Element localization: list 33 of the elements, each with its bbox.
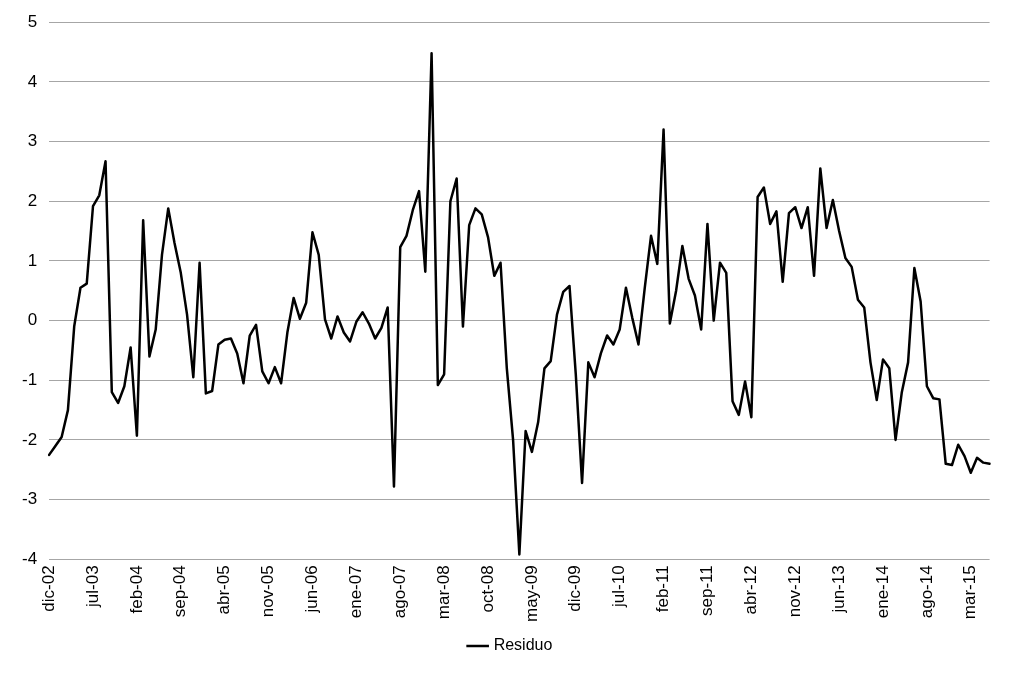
- y-tick-label: 3: [27, 131, 38, 151]
- y-tick-label: -3: [21, 489, 38, 509]
- x-tick-label: sep-04: [170, 565, 190, 618]
- x-tick-label: sep-11: [697, 565, 717, 617]
- legend-label: Residuo: [493, 636, 553, 654]
- x-tick-label: nov-05: [258, 565, 278, 618]
- x-tick-label: dic-09: [565, 565, 585, 612]
- x-tick-label: abr-12: [741, 565, 761, 615]
- x-tick-label: mar-15: [960, 565, 980, 620]
- y-tick-label: 4: [27, 71, 38, 91]
- x-tick-label: may-09: [521, 565, 541, 622]
- y-tick-label: 0: [27, 310, 38, 330]
- x-tick-label: nov-12: [784, 565, 804, 618]
- x-tick-label: ene-07: [346, 565, 366, 619]
- x-tick-label: mar-08: [433, 565, 453, 620]
- x-tick-label: dic-02: [38, 565, 58, 612]
- x-tick-label: ene-14: [872, 565, 892, 619]
- x-tick-label: ago-14: [916, 565, 936, 619]
- x-tick-label: abr-05: [214, 565, 234, 615]
- y-tick-label: 5: [27, 11, 38, 31]
- x-tick-label: ago-07: [389, 565, 409, 619]
- x-tick-label: jun-13: [828, 565, 848, 614]
- y-tick-label: -4: [21, 549, 38, 568]
- x-tick-label: feb-11: [653, 565, 673, 613]
- y-tick-label: 1: [27, 250, 38, 270]
- y-tick-label: 2: [27, 190, 38, 210]
- x-tick-label: oct-08: [477, 565, 497, 613]
- x-tick-label: feb-04: [126, 565, 146, 614]
- x-tick-label: jul-03: [82, 565, 102, 608]
- y-tick-label: -2: [21, 429, 38, 449]
- y-tick-label: -1: [21, 369, 38, 389]
- x-tick-label: jun-06: [302, 565, 322, 614]
- x-tick-label: jul-10: [609, 565, 629, 608]
